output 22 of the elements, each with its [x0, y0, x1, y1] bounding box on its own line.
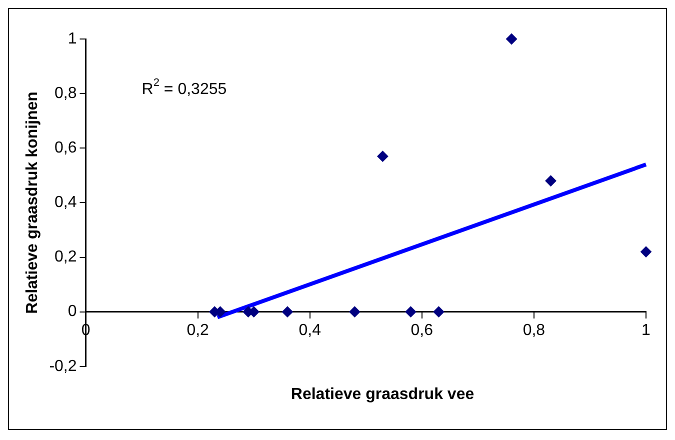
- point: [506, 34, 518, 44]
- x-tick-label: 0,6: [410, 322, 434, 339]
- y-tick-label: 0: [68, 303, 77, 320]
- point: [282, 306, 293, 318]
- point: [640, 246, 652, 258]
- y-tick-label: 0,6: [54, 140, 77, 157]
- y-axis-title: Relatieve graasdruk konijnen: [24, 92, 42, 314]
- y-tick-label: 0,2: [54, 248, 77, 266]
- point: [433, 306, 444, 318]
- x-tick-label: 0,4: [298, 322, 322, 339]
- point: [377, 150, 388, 162]
- x-axis-title: Relatieve graasdruk vee: [290, 386, 476, 404]
- x-tick-label: 0,8: [522, 322, 546, 339]
- y-tick-label: 0,8: [54, 84, 77, 102]
- point: [349, 306, 360, 318]
- y-tick-label: 0,4: [54, 194, 77, 212]
- point: [545, 175, 556, 186]
- x-tick-label: 0,2: [186, 322, 210, 339]
- x-tick-label: 1: [642, 322, 651, 339]
- point: [405, 306, 416, 318]
- y-tick-label: -0,2: [49, 358, 77, 375]
- y-tick-label: 1: [68, 30, 77, 48]
